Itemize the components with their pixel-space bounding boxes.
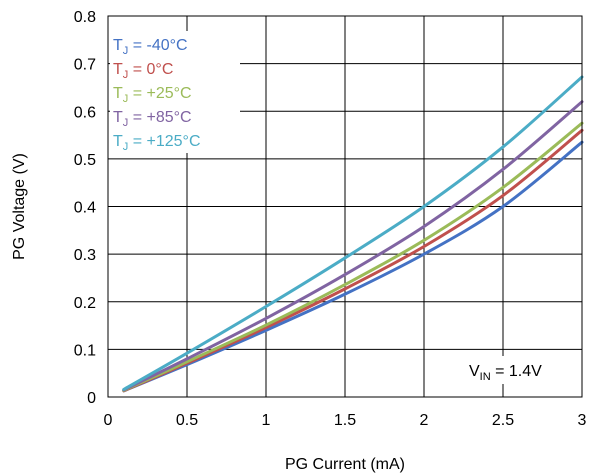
y-tick-label: 0.3 [74, 247, 96, 264]
vin-annotation-tail: = 1.4V [491, 363, 542, 380]
x-axis-title: PG Current (mA) [285, 456, 405, 473]
vin-annotation: VIN = 1.4V [462, 356, 574, 384]
series-line [122, 121, 584, 392]
legend-entry: TJ = -40°C [113, 37, 188, 57]
vin-annotation-main: V [469, 363, 480, 380]
y-tick-label: 0.8 [74, 9, 96, 26]
y-tick-labels: 0 0.1 0.2 0.3 0.4 0.5 0.6 0.7 0.8 [74, 9, 96, 407]
series-lines [122, 75, 584, 393]
legend: TJ = -40°C TJ = 0°C TJ = +25°C TJ = +85°C TJ… [110, 31, 240, 153]
legend-entry: TJ = +85°C [113, 109, 192, 129]
legend-entry: TJ = +25°C [113, 85, 192, 105]
x-tick-label: 2 [420, 412, 429, 429]
x-tick-label: 1.5 [334, 412, 356, 429]
y-tick-label: 0.5 [74, 152, 96, 169]
x-tick-label: 1 [262, 412, 271, 429]
vin-annotation-text: VIN = 1.4V [469, 363, 542, 383]
legend-entry: TJ = 0°C [113, 61, 173, 81]
y-tick-label: 0.2 [74, 295, 96, 312]
y-tick-label: 0 [87, 390, 96, 407]
y-axis-title: PG Voltage (V) [11, 153, 28, 260]
y-tick-label: 0.7 [74, 57, 96, 74]
x-tick-labels: 0 0.5 1 1.5 2 2.5 3 [104, 412, 587, 429]
x-tick-label: 3 [578, 412, 587, 429]
x-tick-label: 2.5 [492, 412, 514, 429]
y-tick-label: 0.1 [74, 342, 96, 359]
x-tick-label: 0 [104, 412, 113, 429]
vin-annotation-background [462, 356, 574, 384]
x-tick-label: 0.5 [176, 412, 198, 429]
series-line [122, 75, 584, 391]
series-line [122, 100, 584, 392]
vin-annotation-sub: IN [480, 371, 491, 383]
plot-frame [107, 15, 583, 398]
legend-background [110, 31, 240, 153]
y-tick-label: 0.4 [74, 200, 96, 217]
y-tick-label: 0.6 [74, 104, 96, 121]
legend-entry: TJ = +125°C [113, 133, 201, 153]
